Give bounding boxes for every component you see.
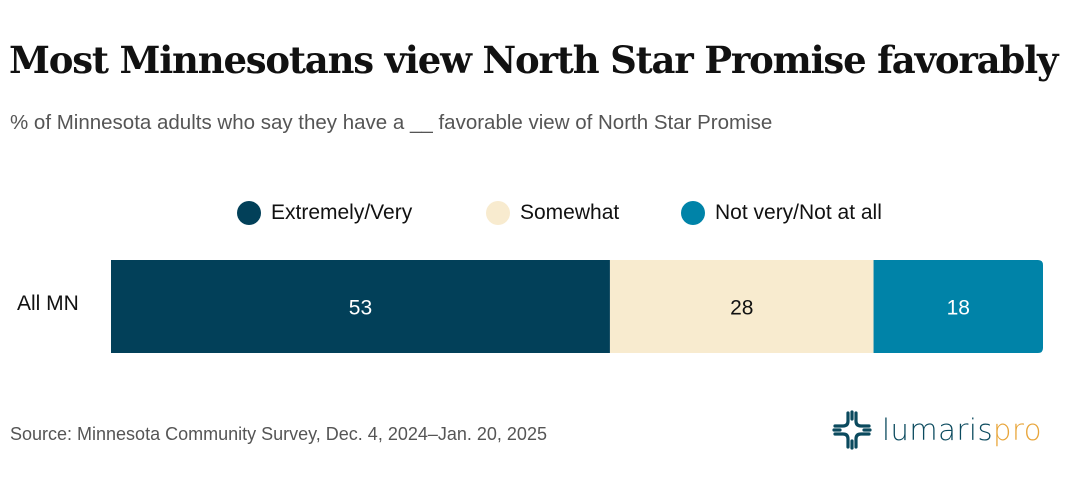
data-label: 28 [730, 297, 753, 320]
legend-item-not-very: Not very/Not at all [681, 201, 882, 225]
lumarispro-logo: lumarispro [832, 410, 1042, 450]
chart-title: Most Minnesotans view North Star Promise… [9, 38, 1058, 82]
legend-label: Not very/Not at all [715, 201, 882, 224]
legend-swatch [486, 201, 510, 225]
category-label: All MN [17, 292, 79, 315]
data-label: 53 [349, 297, 372, 320]
legend-item-somewhat: Somewhat [486, 201, 619, 225]
data-label: 18 [947, 297, 970, 320]
source-note: Source: Minnesota Community Survey, Dec.… [10, 424, 547, 444]
legend-swatch [681, 201, 705, 225]
legend-label: Somewhat [520, 201, 620, 224]
bar-segment [873, 260, 1043, 353]
legend-swatch [237, 201, 261, 225]
chart-subtitle: % of Minnesota adults who say they have … [10, 111, 773, 134]
legend: Extremely/Very Somewhat Not very/Not at … [0, 201, 1080, 229]
logo-mark-icon [832, 410, 872, 450]
bar-segment [609, 260, 874, 353]
legend-label: Extremely/Very [271, 201, 413, 224]
logo-text: lumaris [882, 413, 994, 447]
bar-segment [111, 260, 610, 353]
legend-item-extremely-very: Extremely/Very [237, 201, 412, 225]
logo-text-pro: pro [993, 413, 1042, 447]
